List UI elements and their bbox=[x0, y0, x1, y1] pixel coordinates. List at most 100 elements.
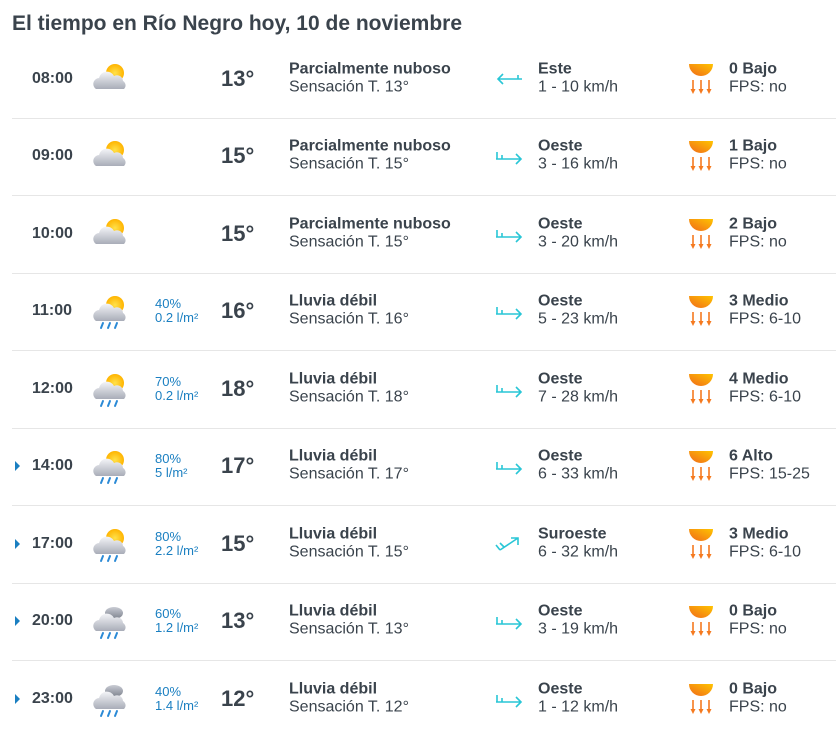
wind-speed: 1 - 10 km/h bbox=[538, 78, 619, 96]
fps: FPS: 6-10 bbox=[729, 388, 802, 406]
temperature: 17° bbox=[221, 453, 255, 479]
wind-arrow-icon bbox=[494, 302, 524, 320]
condition: Lluvia débil Sensación T. 17° bbox=[289, 448, 409, 484]
precip-probability: 40% bbox=[155, 683, 182, 699]
condition: Lluvia débil Sensación T. 16° bbox=[289, 293, 409, 329]
feels-like: Sensación T. 13° bbox=[289, 78, 409, 96]
table-row: 12:00 70% 0.2 l/m² 18° Lluvia débil Sensación… bbox=[12, 350, 836, 429]
condition: Lluvia débil Sensación T. 15° bbox=[289, 525, 409, 561]
precip-amount: 1.4 l/m² bbox=[155, 697, 199, 713]
precip-amount: 0.2 l/m² bbox=[155, 387, 199, 403]
uv-sun-icon bbox=[688, 449, 714, 483]
expand-arrow-icon[interactable] bbox=[15, 461, 20, 472]
wind-arrow-icon bbox=[494, 535, 524, 553]
condition-text: Parcialmente nuboso bbox=[289, 137, 451, 155]
precipitation: 40% 0.2 l/m² bbox=[155, 297, 198, 325]
precip-probability: 60% bbox=[155, 606, 182, 622]
precip-amount: 2.2 l/m² bbox=[155, 542, 199, 558]
hour: 20:00 bbox=[32, 612, 73, 630]
precip-probability: 80% bbox=[155, 451, 182, 467]
wind-direction: Oeste bbox=[538, 215, 583, 233]
wind-arrow-icon bbox=[494, 225, 524, 243]
uv-sun-icon bbox=[688, 62, 714, 96]
wind-direction: Oeste bbox=[538, 370, 583, 388]
light-rain-cloudy-icon bbox=[90, 601, 130, 641]
wind: Este 1 - 10 km/h bbox=[538, 60, 618, 96]
wind-speed: 7 - 28 km/h bbox=[538, 388, 619, 406]
temperature: 13° bbox=[221, 65, 255, 91]
wind-direction: Oeste bbox=[538, 292, 583, 310]
wind-speed: 6 - 32 km/h bbox=[538, 543, 619, 561]
uv-level: 3 Medio bbox=[729, 525, 789, 543]
fps: FPS: no bbox=[729, 233, 787, 251]
uv-index: 2 Bajo FPS: no bbox=[729, 215, 787, 251]
uv-level: 0 Bajo bbox=[729, 680, 778, 698]
page-title: El tiempo en Río Negro hoy, 10 de noviem… bbox=[12, 12, 463, 35]
wind: Oeste 3 - 19 km/h bbox=[538, 603, 618, 639]
uv-level: 0 Bajo bbox=[729, 602, 778, 620]
wind-speed: 1 - 12 km/h bbox=[538, 698, 619, 716]
wind-speed: 3 - 16 km/h bbox=[538, 155, 619, 173]
uv-level: 3 Medio bbox=[729, 292, 789, 310]
wind: Oeste 3 - 16 km/h bbox=[538, 138, 618, 174]
uv-index: 4 Medio FPS: 6-10 bbox=[729, 370, 801, 406]
wind-direction: Oeste bbox=[538, 602, 583, 620]
expand-arrow-icon[interactable] bbox=[15, 538, 20, 549]
hour: 09:00 bbox=[32, 147, 73, 165]
feels-like: Sensación T. 12° bbox=[289, 698, 409, 716]
hour: 23:00 bbox=[32, 689, 73, 707]
precipitation: 70% 0.2 l/m² bbox=[155, 373, 199, 403]
uv-level: 6 Alto bbox=[729, 447, 773, 465]
expand-arrow-icon[interactable] bbox=[15, 693, 20, 704]
condition-text: Parcialmente nuboso bbox=[289, 215, 451, 233]
hour: 08:00 bbox=[32, 69, 73, 87]
table-row[interactable]: 17:00 80% 2.2 l/m² 15° Lluvia débil Sensación… bbox=[12, 505, 836, 584]
wind-speed: 3 - 20 km/h bbox=[538, 233, 619, 251]
wind-speed: 6 - 33 km/h bbox=[538, 465, 619, 483]
condition-text: Lluvia débil bbox=[289, 447, 378, 465]
light-rain-sun-icon bbox=[90, 291, 130, 331]
uv-sun-icon bbox=[688, 294, 714, 328]
partly-cloudy-icon bbox=[90, 136, 130, 176]
uv-sun-icon bbox=[688, 527, 714, 561]
temperature: 15° bbox=[221, 530, 255, 556]
hour: 14:00 bbox=[32, 457, 73, 475]
precip-amount: 5 l/m² bbox=[155, 465, 188, 481]
fps: FPS: 6-10 bbox=[729, 543, 802, 561]
hour: 10:00 bbox=[32, 224, 73, 242]
condition-text: Lluvia débil bbox=[289, 370, 378, 388]
table-row[interactable]: 20:00 60% 1.2 l/m² 13° Lluvia débil Sensación… bbox=[12, 583, 836, 661]
uv-level: 2 Bajo bbox=[729, 215, 778, 233]
wind-direction: Este bbox=[538, 60, 572, 78]
condition: Parcialmente nuboso Sensación T. 15° bbox=[289, 138, 451, 174]
fps: FPS: no bbox=[729, 155, 787, 173]
feels-like: Sensación T. 15° bbox=[289, 155, 409, 173]
table-row[interactable]: 14:00 80% 5 l/m² 17° Lluvia débil Sensación T… bbox=[12, 428, 836, 506]
fps: FPS: 6-10 bbox=[729, 310, 802, 328]
light-rain-sun-icon bbox=[90, 524, 130, 564]
uv-index: 0 Bajo FPS: no bbox=[729, 603, 787, 639]
condition-text: Lluvia débil bbox=[289, 680, 378, 698]
precip-probability: 70% bbox=[155, 373, 182, 389]
light-rain-sun-icon bbox=[90, 369, 130, 409]
uv-index: 3 Medio FPS: 6-10 bbox=[729, 525, 801, 561]
feels-like: Sensación T. 13° bbox=[289, 620, 409, 638]
uv-index: 0 Bajo FPS: no bbox=[729, 60, 787, 96]
wind: Oeste 7 - 28 km/h bbox=[538, 370, 618, 406]
feels-like: Sensación T. 15° bbox=[289, 233, 409, 251]
wind: Oeste 3 - 20 km/h bbox=[538, 215, 618, 251]
condition: Lluvia débil Sensación T. 18° bbox=[289, 370, 409, 406]
temperature: 15° bbox=[221, 220, 255, 246]
condition: Lluvia débil Sensación T. 12° bbox=[289, 680, 409, 716]
uv-index: 0 Bajo FPS: no bbox=[729, 680, 787, 716]
uv-level: 1 Bajo bbox=[729, 137, 778, 155]
expand-arrow-icon[interactable] bbox=[15, 616, 20, 627]
wind-direction: Oeste bbox=[538, 137, 583, 155]
partly-cloudy-icon bbox=[90, 214, 130, 254]
temperature: 13° bbox=[221, 608, 255, 634]
precip-probability: 80% bbox=[155, 528, 182, 544]
table-row[interactable]: 23:00 40% 1.4 l/m² 12° Lluvia débil Sensación… bbox=[12, 660, 836, 738]
table-row: 11:00 40% 0.2 l/m² 16° Lluvia débil Sensación… bbox=[12, 273, 836, 351]
wind-direction: Oeste bbox=[538, 680, 583, 698]
wind: Oeste 6 - 33 km/h bbox=[538, 448, 618, 484]
